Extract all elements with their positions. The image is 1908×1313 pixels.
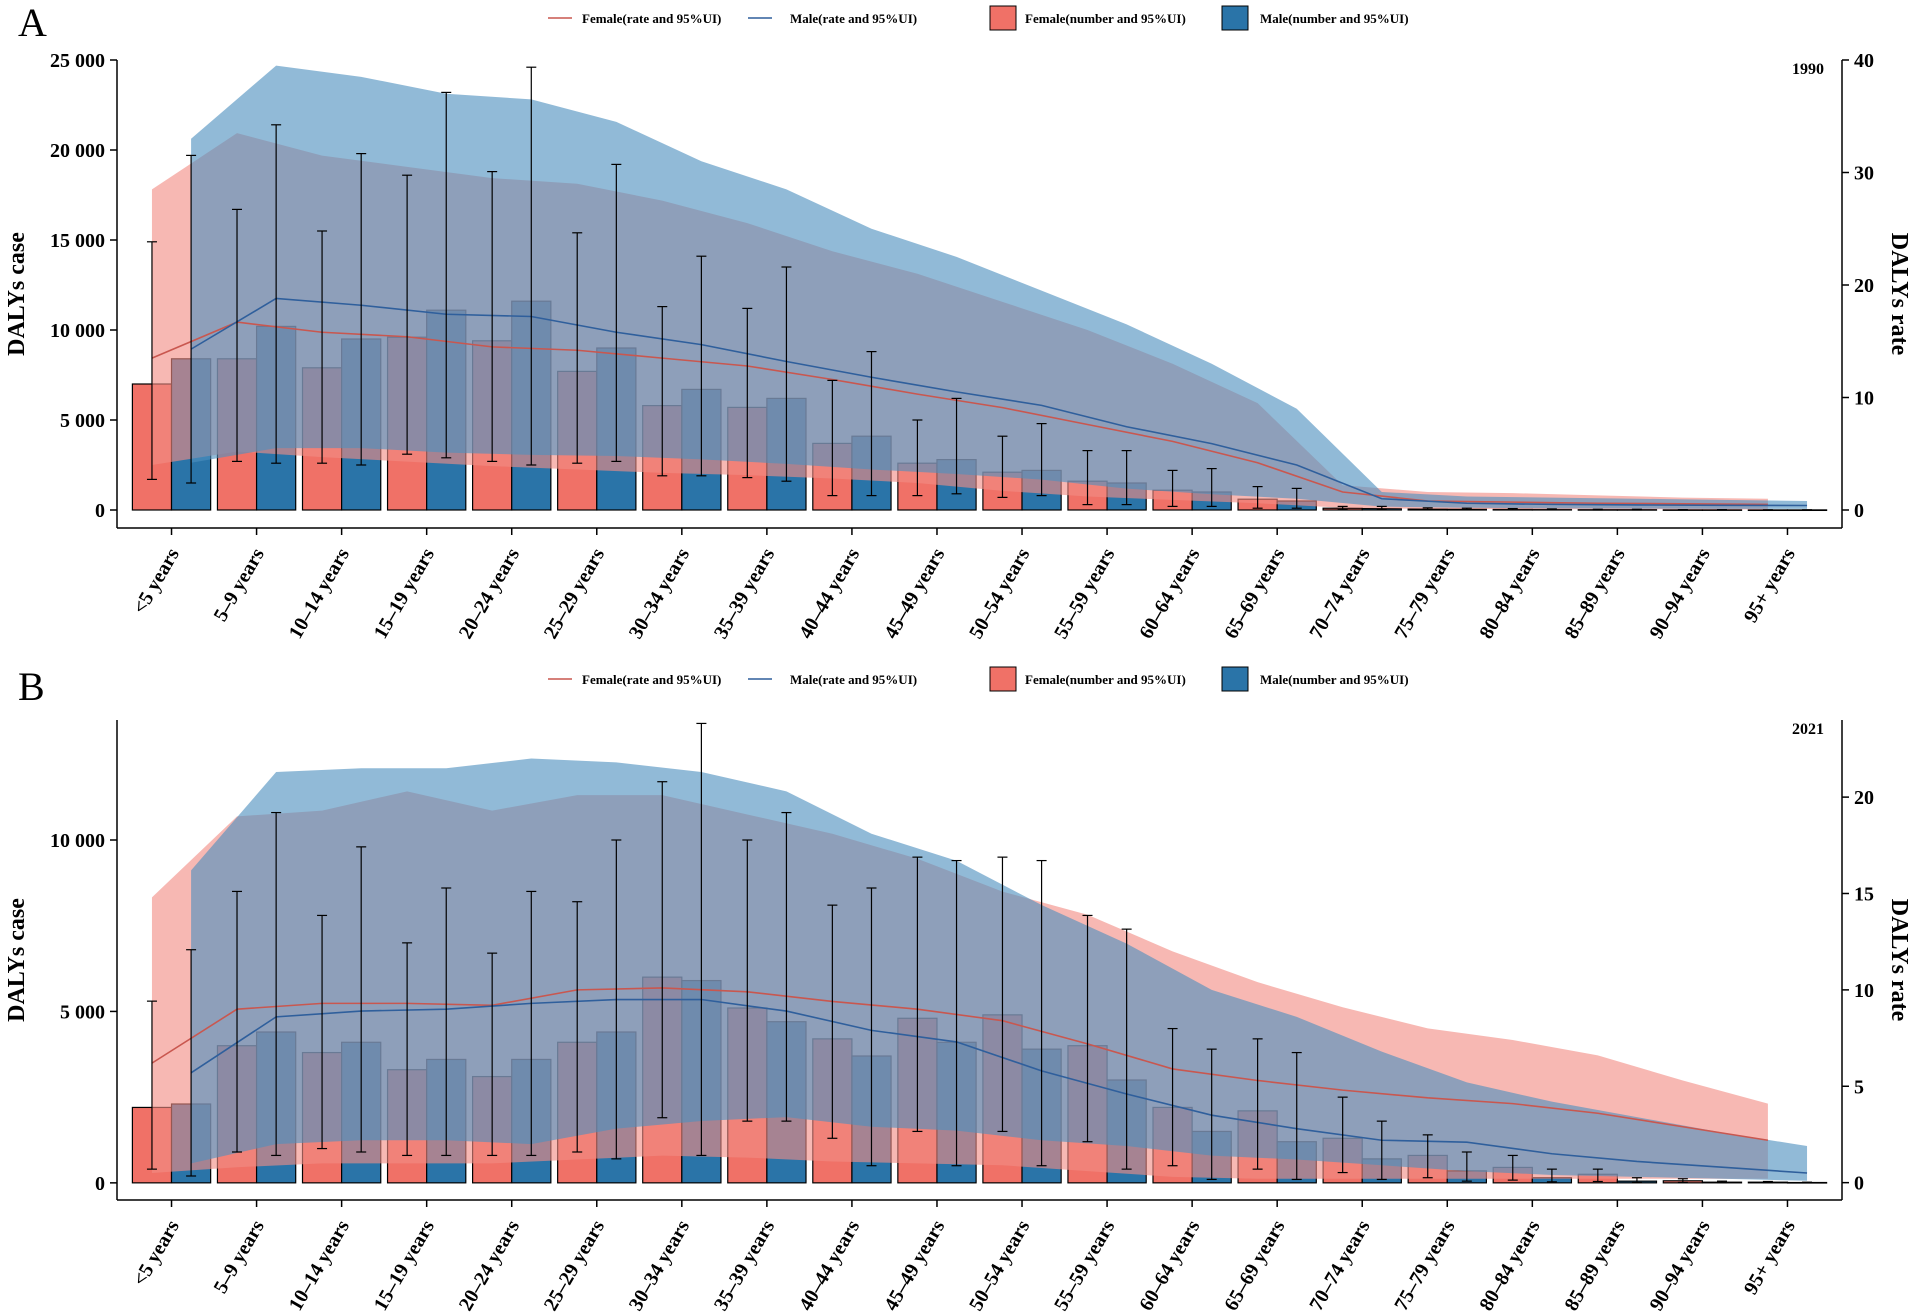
legend-male-rate-label: Male(rate and 95%UI) [790,11,917,26]
x-tick-label: 75–79 years [1390,544,1459,642]
panel-letter-B: B [18,664,45,709]
x-tick-label: <5 years [129,1216,184,1289]
y2-tick-label: 10 [1854,980,1874,1002]
legend-male-number-swatch [1221,666,1249,692]
x-tick-label: 20–24 years [455,544,524,642]
x-tick-label: 35–39 years [710,1216,779,1313]
x-tick-label: 60–64 years [1135,1216,1204,1313]
x-tick-label: 65–69 years [1220,1216,1289,1313]
y-tick-label: 15 000 [50,230,105,252]
year-label: 1990 [1792,61,1824,78]
x-tick-label: 85–89 years [1560,1216,1629,1313]
legend-female-number-label: Female(number and 95%UI) [1025,11,1186,26]
x-tick-label: 40–44 years [795,1216,864,1313]
y2-tick-label: 40 [1854,50,1874,72]
y2-tick-label: 0 [1854,1173,1864,1195]
x-tick-label: 45–49 years [880,1216,949,1313]
male-rate-band [191,758,1808,1181]
y2-tick-label: 15 [1854,883,1874,905]
x-tick-label: 70–74 years [1305,544,1374,642]
y-tick-label: 5 000 [60,1001,105,1023]
y-axis-title: DALYs case [4,232,30,356]
y-tick-label: 20 000 [50,140,105,162]
y-tick-label: 0 [95,1173,105,1195]
legend-female-number-swatch [989,5,1017,31]
x-tick-label: 40–44 years [795,544,864,642]
x-tick-label: 90–94 years [1645,544,1714,642]
x-tick-label: 15–19 years [370,1216,439,1313]
x-tick-label: 95+ years [1740,544,1800,626]
x-tick-label: 10–14 years [285,544,354,642]
legend-female-number-swatch [989,666,1017,692]
male-rate-line [190,297,1808,507]
panel-letter-A: A [18,0,47,45]
x-tick-label: 20–24 years [455,1216,524,1313]
x-tick-label: 35–39 years [710,544,779,642]
x-tick-label: 15–19 years [370,544,439,642]
x-tick-label: 10–14 years [285,1216,354,1313]
y2-tick-label: 30 [1854,163,1874,185]
y2-tick-label: 0 [1854,500,1864,522]
legend-male-number-swatch [1221,5,1249,31]
x-tick-label: 80–84 years [1475,1216,1544,1313]
x-tick-label: 25–29 years [540,1216,609,1313]
x-tick-label: 65–69 years [1220,544,1289,642]
x-tick-label: 55–59 years [1050,1216,1119,1313]
x-tick-label: 50–54 years [965,544,1034,642]
x-tick-label: 45–49 years [880,544,949,642]
x-tick-label: 80–84 years [1475,544,1544,642]
x-tick-label: 70–74 years [1305,1216,1374,1313]
legend-female-number-label: Female(number and 95%UI) [1025,672,1186,687]
legend-female-rate-label: Female(rate and 95%UI) [582,672,721,687]
x-tick-label: 30–34 years [625,544,694,642]
y2-axis-title: DALYs rate [1886,233,1908,356]
y2-tick-label: 20 [1854,275,1874,297]
chart-panel-A: A 0 5 000 10 000 15 000 20 000 25 000 0 10 20 30 40… [4,0,1908,643]
x-tick-label: 95+ years [1740,1216,1800,1298]
year-label: 2021 [1792,721,1824,738]
x-tick-label: 60–64 years [1135,544,1204,642]
legend: Female(rate and 95%UI) Male(rate and 95%U… [548,5,1409,31]
y-tick-label: 0 [95,500,105,522]
male-rate-band [191,65,1808,509]
legend: Female(rate and 95%UI) Male(rate and 95%U… [548,666,1409,692]
y2-tick-label: 10 [1854,388,1874,410]
legend-male-rate-label: Male(rate and 95%UI) [790,672,917,687]
y-tick-label: 25 000 [50,50,105,72]
legend-male-number-label: Male(number and 95%UI) [1260,11,1409,26]
chart-panel-B: B 0 5 000 10 000 0 5 10 15 20 <5 years 5–9 years 10… [4,664,1908,1313]
y2-tick-label: 5 [1854,1076,1864,1098]
y-tick-label: 5 000 [60,410,105,432]
y2-tick-label: 20 [1854,787,1874,809]
y-tick-label: 10 000 [50,830,105,852]
y-tick-label: 10 000 [50,320,105,342]
female-rate-line [151,987,1769,1142]
y2-axis-title: DALYs rate [1886,899,1908,1022]
x-tick-label: 55–59 years [1050,544,1119,642]
x-tick-label: 90–94 years [1645,1216,1714,1313]
x-tick-label: 75–79 years [1390,1216,1459,1313]
y-axis-title: DALYs case [4,898,30,1022]
x-tick-label: 50–54 years [965,1216,1034,1313]
legend-male-number-label: Male(number and 95%UI) [1260,672,1409,687]
x-tick-label: 85–89 years [1560,544,1629,642]
x-tick-label: 30–34 years [625,1216,694,1313]
x-tick-label: 25–29 years [540,544,609,642]
male-rate-line [190,998,1808,1174]
female-rate-line [151,321,1768,506]
x-tick-label: 5–9 years [210,1216,269,1297]
legend-female-rate-label: Female(rate and 95%UI) [582,11,721,26]
x-tick-label: 5–9 years [210,544,269,625]
x-tick-label: <5 years [129,544,184,617]
